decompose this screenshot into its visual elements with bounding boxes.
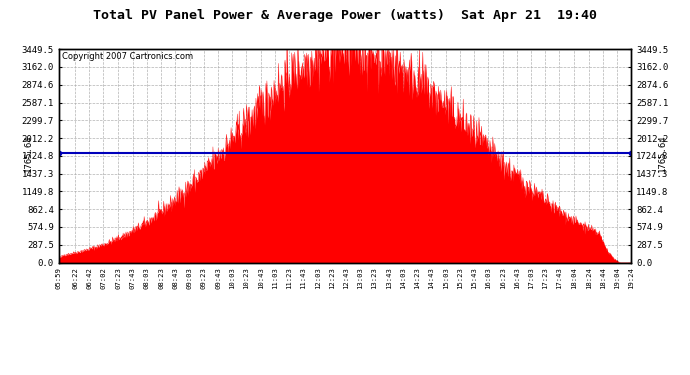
Text: 1765.64: 1765.64 xyxy=(23,135,32,172)
Text: Total PV Panel Power & Average Power (watts)  Sat Apr 21  19:40: Total PV Panel Power & Average Power (wa… xyxy=(93,9,597,22)
Text: 1765.64: 1765.64 xyxy=(658,135,667,172)
Text: Copyright 2007 Cartronics.com: Copyright 2007 Cartronics.com xyxy=(61,52,193,61)
